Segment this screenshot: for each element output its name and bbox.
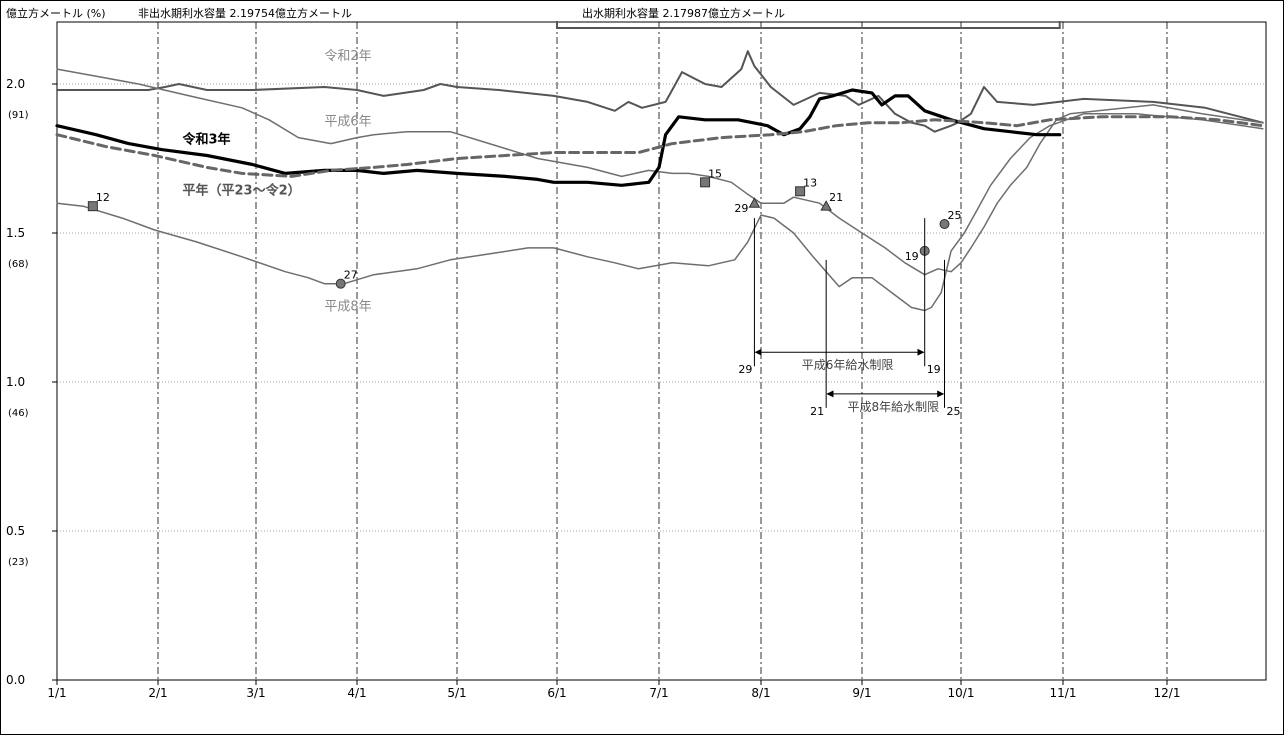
marker-circle	[335, 278, 346, 289]
y-percent-label: (46)	[8, 408, 29, 419]
y-percent-label: (68)	[8, 259, 29, 270]
y-tick-label: 1.5	[6, 226, 25, 240]
marker-label: 13	[803, 176, 817, 189]
restriction-start-label: 29	[738, 363, 752, 376]
x-tick-label: 7/1	[649, 686, 668, 700]
marker-label: 21	[829, 191, 843, 204]
series-line-1	[56, 68, 1264, 276]
series-line-2	[56, 113, 1264, 312]
x-tick-label: 10/1	[948, 686, 975, 700]
x-tick-label: 5/1	[447, 686, 466, 700]
restrictions: 平成6年給水制限 29 19 平成8年給水制限 21 25	[738, 218, 961, 418]
axes: 1/1 2/1 3/1 4/1 5/1 6/1 7/1 8/1 9/1 10/1 11/1 12/1 0…	[6, 21, 1267, 700]
restriction-end-label: 25	[947, 405, 961, 418]
flood-period-bracket	[556, 21, 1061, 29]
marker-square	[700, 177, 711, 188]
marker-label: 12	[96, 191, 110, 204]
y-tick-label: 2.0	[6, 77, 25, 91]
restriction-label-0: 平成6年給水制限	[802, 358, 894, 372]
series-label-3: 平年（平23～令2）	[183, 182, 301, 198]
y-tick-label: 0.5	[6, 524, 25, 538]
x-tick-label: 6/1	[547, 686, 566, 700]
grid	[57, 22, 1266, 680]
non-flood-capacity-label: 非出水期利水容量 2.19754億立方メートル	[138, 6, 352, 20]
restriction-start-label: 21	[810, 405, 824, 418]
series-label-2: 令和3年	[183, 132, 231, 148]
marker-label: 19	[905, 250, 919, 263]
marker-label: 15	[708, 167, 722, 180]
y-tick-label: 1.0	[6, 375, 25, 389]
marker-triangle	[748, 197, 761, 208]
x-tick-label: 8/1	[751, 686, 770, 700]
y-percent-label: (91)	[8, 110, 29, 121]
x-tick-label: 11/1	[1050, 686, 1077, 700]
x-tick-label: 9/1	[852, 686, 871, 700]
series-line-4	[55, 115, 1265, 178]
x-tick-label: 12/1	[1154, 686, 1181, 700]
marker-circle	[939, 219, 950, 230]
series-label-0: 令和2年	[324, 49, 371, 64]
x-tick-label: 2/1	[148, 686, 167, 700]
x-tick-label: 4/1	[347, 686, 366, 700]
flood-capacity-label: 出水期利水容量 2.17987億立方メートル	[582, 6, 785, 20]
restriction-end-label: 19	[927, 363, 941, 376]
marker-square	[795, 186, 806, 197]
marker-square	[87, 201, 98, 212]
marker-label: 25	[948, 209, 962, 222]
y-axis-unit-label: 億立方メートル (%)	[6, 6, 106, 20]
plot-area	[56, 21, 1267, 681]
x-tick-label: 1/1	[47, 686, 66, 700]
marker-triangle	[820, 200, 833, 211]
series-line-0	[56, 50, 1264, 133]
y-tick-label: 0.0	[6, 673, 25, 687]
y-percent-label: (23)	[8, 557, 29, 568]
series-label-1: 平成6年	[324, 115, 371, 130]
x-tick-label: 3/1	[246, 686, 265, 700]
marker-label: 27	[344, 269, 358, 282]
restriction-label-1: 平成8年給水制限	[848, 400, 940, 414]
series-line-3	[55, 88, 1062, 187]
series-label-4: 平成8年	[324, 299, 371, 314]
marker-label: 29	[734, 202, 748, 215]
series	[55, 50, 1265, 312]
